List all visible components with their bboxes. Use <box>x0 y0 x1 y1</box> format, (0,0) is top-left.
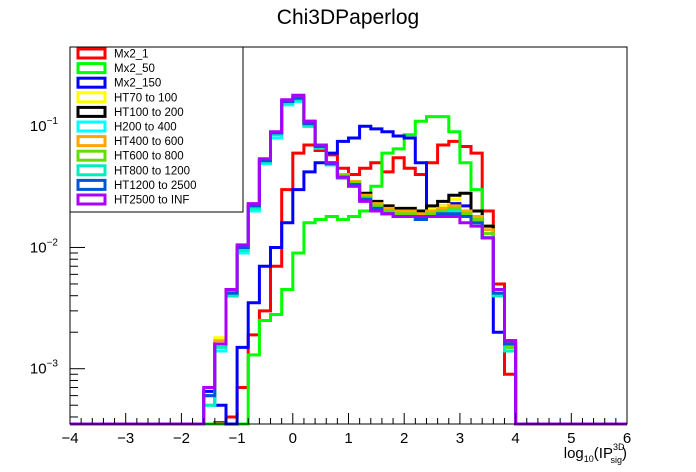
legend-swatch <box>76 105 107 118</box>
legend-label: HT2500 to INF <box>114 195 189 207</box>
legend-items: Mx2_1 Mx2_50 Mx2_150 HT70 to 100 HT100 to 20… <box>76 47 196 207</box>
x-axis-label: log10(IP3D sig) <box>564 442 627 465</box>
legend-label: Mx2_150 <box>114 78 161 90</box>
x-tick-label: −2 <box>173 430 190 447</box>
legend-swatch <box>76 91 107 104</box>
y-tick-label: 10−1 <box>30 116 59 135</box>
legend-swatch <box>76 76 107 89</box>
x-axis-label-base-sub: 10 <box>584 454 594 464</box>
x-tick-label: −4 <box>61 430 78 447</box>
x-tick-label: 3 <box>456 430 464 447</box>
legend-item-mx2-1: Mx2_1 <box>76 47 149 61</box>
legend-label: H200 to 400 <box>114 122 177 134</box>
x-tick-label: 1 <box>344 430 352 447</box>
legend-item-ht100-to-200: HT100 to 200 <box>76 105 184 119</box>
legend-label: Mx2_50 <box>114 63 155 75</box>
x-tick-label: 6 <box>623 430 631 447</box>
legend-item-mx2-150: Mx2_150 <box>76 76 161 90</box>
x-axis-label-open: (IP <box>594 445 613 462</box>
legend-item-ht1200-to-2500: HT1200 to 2500 <box>76 178 196 192</box>
legend: Mx2_1 Mx2_50 Mx2_150 HT70 to 100 HT100 to 20… <box>69 46 244 213</box>
legend-swatch <box>76 47 107 60</box>
chart-title: Chi3DPaperlog <box>277 6 419 29</box>
legend-label: HT600 to 800 <box>114 151 184 163</box>
legend-swatch <box>76 120 107 133</box>
legend-label: HT1200 to 2500 <box>114 180 196 192</box>
x-axis-label-base: log <box>564 445 584 462</box>
x-axis-label-close: ) <box>622 445 627 462</box>
legend-item-h200-to-400: H200 to 400 <box>76 120 177 134</box>
legend-swatch <box>76 149 107 162</box>
legend-swatch <box>76 164 107 177</box>
legend-label: Mx2_1 <box>114 49 149 61</box>
legend-item-ht800-to-1200: HT800 to 1200 <box>76 164 190 177</box>
x-axis-label-sub: sig <box>610 455 622 465</box>
legend-label: HT400 to 600 <box>114 136 184 148</box>
x-axis-label-sup: 3D <box>613 442 625 452</box>
x-tick-label: −1 <box>229 430 246 447</box>
x-tick-label: 2 <box>400 430 408 447</box>
axes-layer: −4 −3 −2 −1 0 1 2 3 4 5 6 10−1 10−2 10−3 <box>30 52 631 447</box>
legend-item-ht600-to-800: HT600 to 800 <box>76 149 184 163</box>
legend-swatch <box>76 135 107 148</box>
legend-item-ht2500-to-inf: HT2500 to INF <box>76 193 189 207</box>
x-tick-label: 0 <box>289 430 297 447</box>
y-tick-label: 10−2 <box>30 237 59 256</box>
legend-label: HT70 to 100 <box>114 92 177 104</box>
legend-item-mx2-50: Mx2_50 <box>76 62 155 75</box>
legend-item-ht70-to-100: HT70 to 100 <box>76 91 177 104</box>
x-tick-label: 5 <box>567 430 575 447</box>
legend-label: HT100 to 200 <box>114 107 184 119</box>
legend-swatch <box>76 178 107 191</box>
x-tick-label: 4 <box>511 430 519 447</box>
x-tick-label: −3 <box>117 430 134 447</box>
series-line-ht2500-to-inf <box>70 93 627 426</box>
legend-swatch <box>76 62 107 75</box>
legend-item-ht400-to-600: HT400 to 600 <box>76 135 184 148</box>
legend-label: HT800 to 1200 <box>114 165 190 177</box>
series-line-mx2-150 <box>70 124 627 426</box>
y-tick-label: 10−3 <box>30 359 59 378</box>
legend-swatch <box>76 193 107 206</box>
